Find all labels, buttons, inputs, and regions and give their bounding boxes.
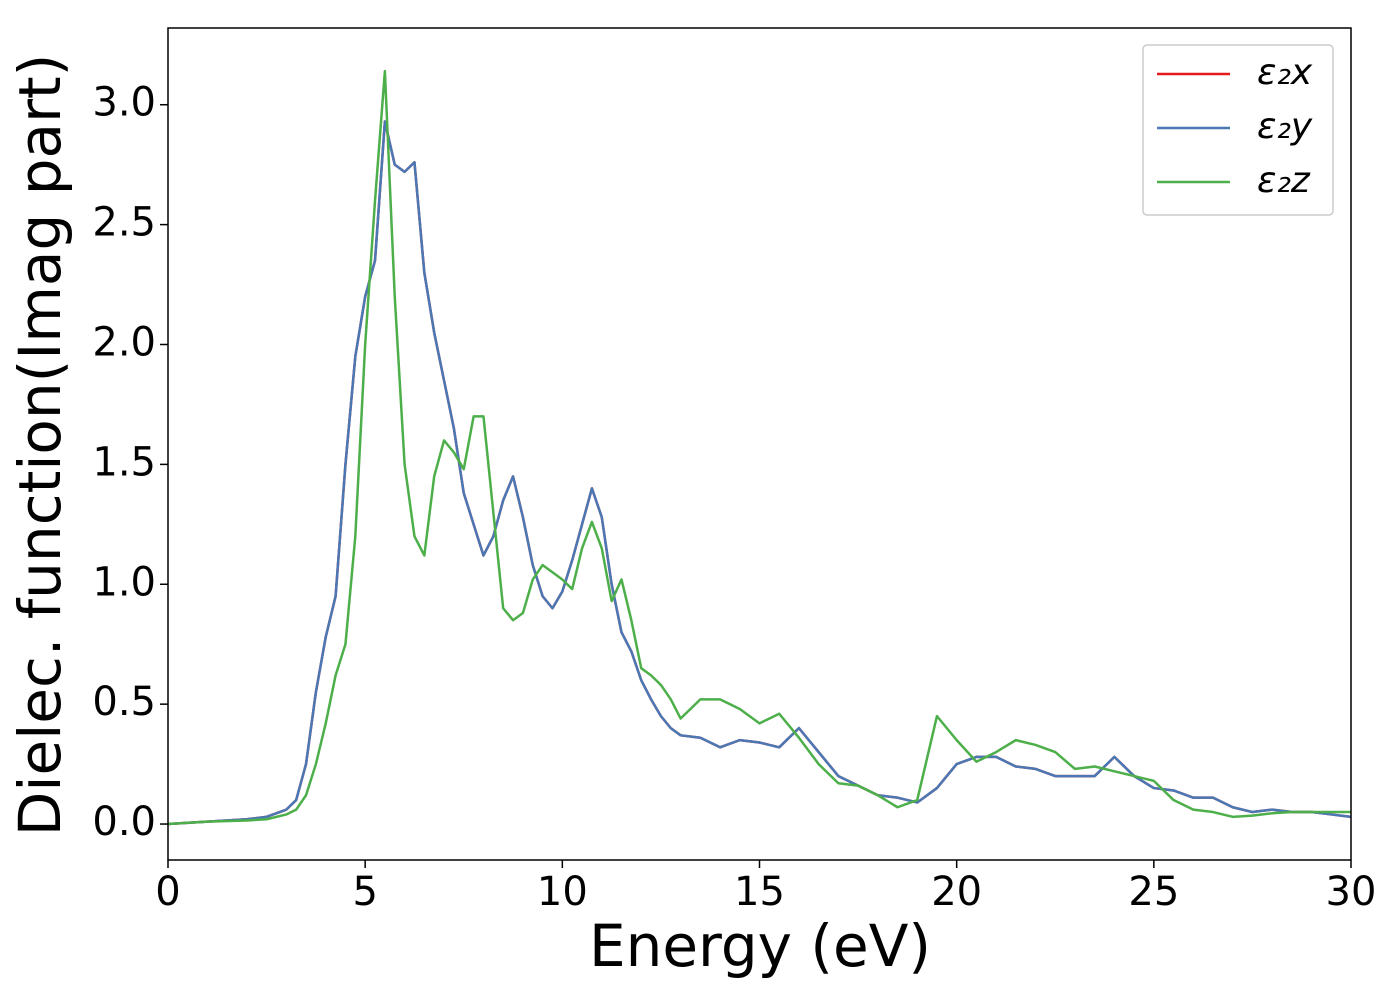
legend-box [1142,44,1334,216]
y-tick-label: 3.0 [92,80,156,126]
y-tick-label: 0.0 [92,799,156,845]
legend-label: ε₂y [1257,106,1313,147]
series-line [168,69,1351,826]
y-tick-label: 2.5 [92,200,156,246]
x-tick-label: 30 [1326,869,1377,915]
legend-label: ε₂z [1257,160,1311,201]
x-tick-label: 10 [537,869,588,915]
x-tick-label: 20 [931,869,982,915]
x-tick-label: 15 [734,869,785,915]
y-tick-label: 2.0 [92,319,156,365]
series-line [168,120,1351,826]
x-tick-label: 0 [155,869,180,915]
y-axis-label: Dielec. function(Imag part) [6,54,74,837]
legend-label: ε₂x [1257,52,1313,93]
y-tick-label: 1.5 [92,439,156,485]
x-tick-label: 25 [1128,869,1179,915]
legend: ε₂x ε₂y ε₂z [1142,44,1334,216]
y-tick-label: 0.5 [92,679,156,725]
x-tick-label: 5 [352,869,377,915]
plot [168,69,1351,826]
axes-frame [167,27,1352,861]
y-tick-label: 1.0 [92,559,156,605]
x-axis-label: Energy (eV) [589,912,931,980]
